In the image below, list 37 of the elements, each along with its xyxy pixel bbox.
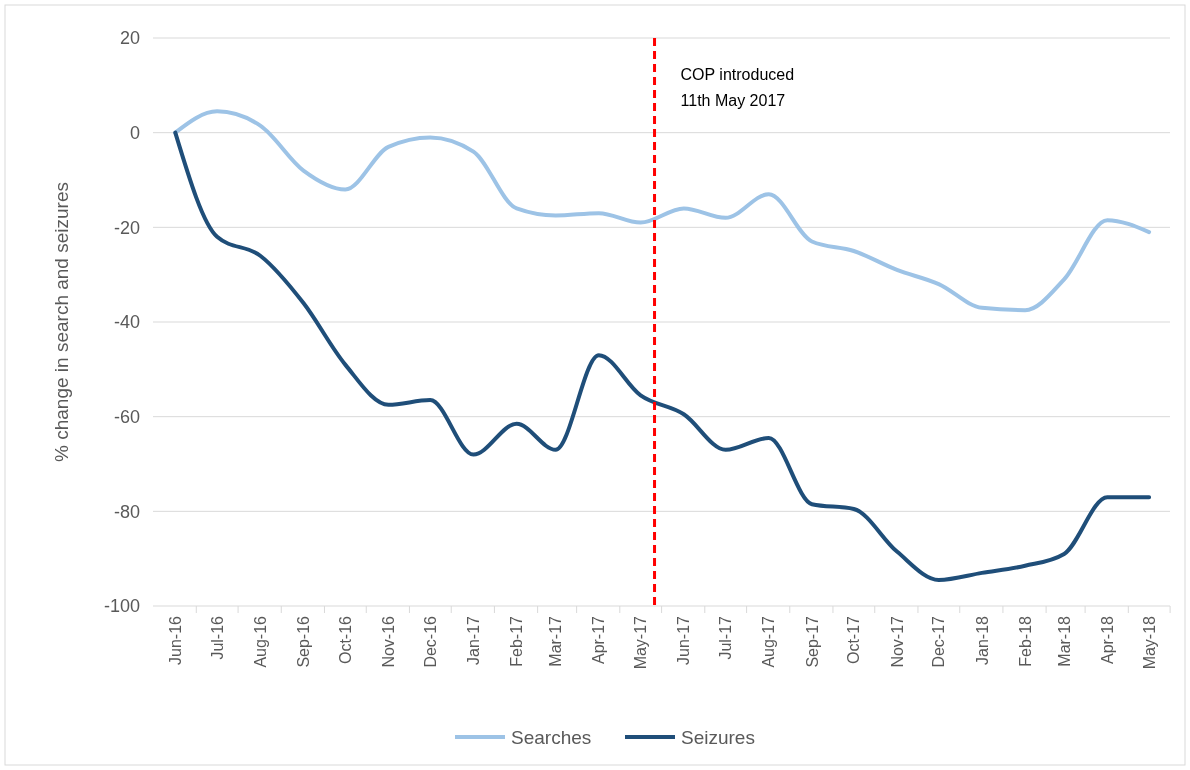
x-tick-label: Jun-17	[675, 615, 693, 665]
x-tick-label: May-17	[632, 615, 650, 670]
x-tick-label: Mar-18	[1055, 615, 1073, 667]
x-tick-label: Aug-16	[251, 615, 269, 668]
x-tick-label: Jan-18	[973, 615, 991, 665]
legend-label: Seizures	[681, 726, 755, 748]
x-tick-label: Nov-17	[888, 615, 906, 668]
y-tick-label: -100	[103, 596, 140, 617]
x-tick-label: Sep-16	[295, 615, 313, 668]
x-tick-label: Jul-17	[717, 615, 735, 660]
legend-label: Searches	[511, 726, 592, 748]
y-tick-label: -80	[113, 501, 140, 522]
x-tick-label: Nov-16	[380, 615, 398, 668]
x-tick-label: Dec-17	[930, 615, 948, 668]
y-tick-label: 20	[119, 28, 140, 49]
ref-line-label: COP introduced 11th May 2017	[680, 66, 795, 109]
x-tick-label: Jan-17	[465, 615, 483, 665]
line-series	[173, 130, 1152, 582]
x-tick-label: Oct-17	[845, 615, 863, 665]
x-tick-label: Jun-16	[166, 615, 184, 665]
x-tick-label: Aug-17	[760, 615, 778, 668]
x-tick-label: Dec-16	[421, 615, 439, 668]
y-axis-title: % change in search and seizures	[51, 182, 72, 462]
y-tick-label: -60	[113, 406, 140, 427]
x-tick-label: May-18	[1140, 615, 1158, 670]
x-tick-label: Sep-17	[803, 615, 821, 668]
x-tick-label: Oct-16	[336, 615, 354, 665]
x-tick-label: Feb-18	[1016, 615, 1034, 667]
x-tick-label: Apr-17	[590, 615, 608, 665]
y-tick-label: -40	[113, 312, 140, 333]
x-tick-label: Feb-17	[508, 615, 526, 667]
x-tick-label: Apr-18	[1098, 615, 1116, 665]
line-series	[173, 109, 1152, 313]
y-tick-label: 0	[129, 122, 140, 143]
x-tick-label: Mar-17	[547, 615, 565, 667]
y-tick-label: -20	[113, 217, 140, 238]
x-tick-label: Jul-16	[208, 615, 226, 660]
